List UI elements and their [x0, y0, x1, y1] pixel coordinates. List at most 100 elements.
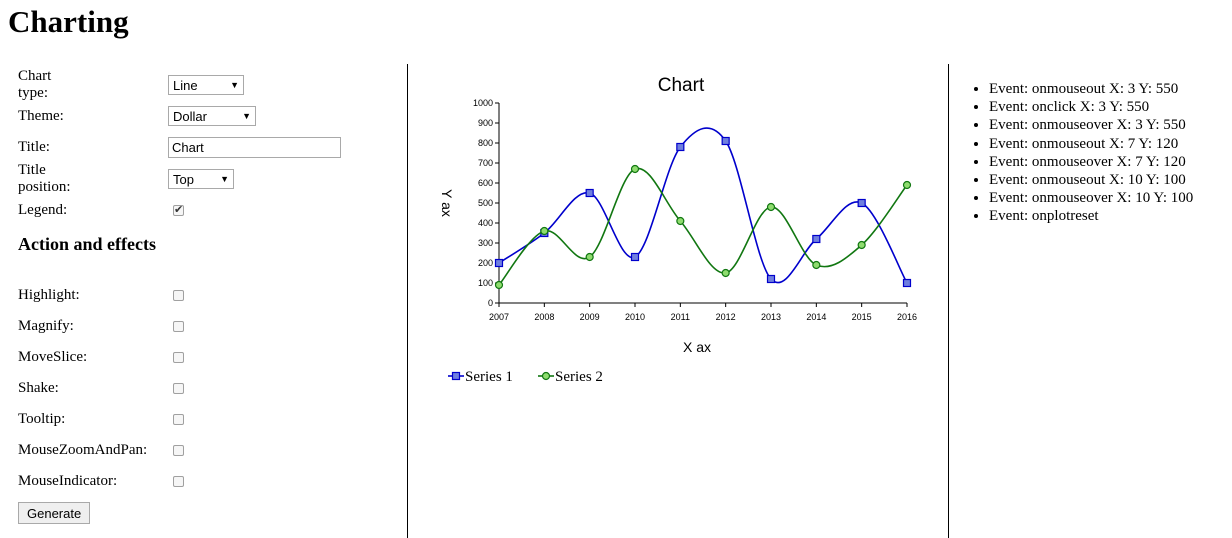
data-point — [812, 260, 821, 270]
action-row: Tooltip: — [18, 408, 184, 430]
page-title: Charting — [8, 4, 129, 39]
event-item: Event: onclick X: 3 Y: 550 — [989, 98, 1193, 116]
action-checkbox[interactable] — [173, 289, 184, 301]
action-row: MoveSlice: — [18, 346, 184, 368]
legend-label: Series 2 — [555, 369, 603, 385]
x-tick-label: 2012 — [716, 312, 736, 322]
action-label: Tooltip: — [18, 410, 66, 427]
action-checkbox[interactable] — [173, 382, 184, 394]
event-item: Event: onplotreset — [989, 207, 1193, 225]
chart-type-select[interactable]: Line ▼ — [168, 75, 244, 95]
title-position-label: Title position: — [18, 162, 71, 195]
y-tick-label: 600 — [478, 178, 493, 188]
legend-row: Legend: — [18, 199, 184, 221]
data-point — [585, 252, 594, 262]
data-point — [630, 164, 640, 174]
chart-type-value: Line — [173, 77, 198, 93]
data-point — [676, 216, 685, 226]
generate-button[interactable]: Generate — [18, 502, 91, 524]
y-tick-label: 900 — [478, 118, 493, 128]
chevron-down-icon: ▼ — [230, 80, 239, 90]
chart-type-label: Chart type: — [18, 68, 52, 101]
data-point — [902, 180, 912, 190]
x-tick-label: 2008 — [534, 312, 554, 322]
action-label: Highlight: — [18, 286, 80, 303]
x-axis-label: X ax — [683, 339, 711, 355]
divider-left — [407, 64, 408, 538]
action-row: Shake: — [18, 377, 184, 399]
x-tick-label: 2014 — [806, 312, 826, 322]
data-point — [902, 278, 912, 288]
theme-label: Theme: — [18, 107, 64, 124]
legend-label: Series 1 — [465, 369, 513, 385]
data-point — [857, 240, 866, 250]
series-line — [498, 167, 908, 286]
action-checkbox[interactable] — [173, 413, 184, 425]
x-tick-label: 2015 — [852, 312, 872, 322]
y-tick-label: 300 — [478, 238, 493, 248]
data-point — [766, 274, 776, 284]
divider-right — [948, 64, 949, 538]
line-chart[interactable]: Chart 0 100 200 300 400 500 600 700 800 900 1000 200… — [410, 66, 940, 396]
data-point — [494, 280, 504, 290]
data-point — [676, 142, 685, 152]
event-item: Event: onmouseover X: 10 Y: 100 — [989, 189, 1193, 207]
legend-checkbox[interactable] — [173, 203, 184, 216]
y-tick-label: 700 — [478, 158, 493, 168]
event-item: Event: onmouseover X: 7 Y: 120 — [989, 153, 1193, 171]
data-point — [585, 188, 594, 198]
chart-title: Chart — [658, 75, 705, 96]
x-tick-label: 2011 — [671, 312, 690, 322]
data-point — [857, 198, 866, 208]
action-label: MouseIndicator: — [18, 472, 118, 489]
action-label: MouseZoomAndPan: — [18, 441, 148, 458]
theme-select[interactable]: Dollar ▼ — [168, 106, 256, 126]
title-position-select[interactable]: Top ▼ — [168, 169, 234, 189]
data-point — [721, 136, 730, 146]
actions-heading: Action and effects — [18, 234, 156, 254]
y-tick-label: 1000 — [473, 98, 493, 108]
action-row: MouseIndicator: — [18, 470, 184, 492]
action-row: Magnify: — [18, 315, 184, 337]
action-label: Magnify: — [18, 317, 74, 334]
title-label: Title: — [18, 138, 50, 155]
data-point — [812, 234, 821, 244]
action-checkbox[interactable] — [173, 475, 184, 487]
event-item: Event: onmouseover X: 3 Y: 550 — [989, 116, 1193, 134]
y-tick-label: 400 — [478, 218, 493, 228]
legend-marker — [451, 371, 461, 381]
y-tick-label: 100 — [478, 278, 493, 288]
x-tick-label: 2010 — [625, 312, 645, 322]
action-row: Highlight: — [18, 284, 184, 306]
action-row: MouseZoomAndPan: — [18, 439, 184, 461]
y-tick-label: 500 — [478, 198, 493, 208]
data-point — [630, 252, 640, 262]
data-point — [540, 226, 549, 236]
y-tick-label: 0 — [488, 298, 493, 308]
y-tick-label: 200 — [478, 258, 493, 268]
action-checkbox[interactable] — [173, 444, 184, 456]
data-point — [721, 268, 730, 278]
event-item: Event: onmouseout X: 7 Y: 120 — [989, 135, 1193, 153]
title-position-value: Top — [173, 171, 194, 187]
data-point — [766, 202, 776, 212]
legend-label: Legend: — [18, 201, 68, 218]
action-checkbox[interactable] — [173, 351, 184, 363]
event-item: Event: onmouseout X: 3 Y: 550 — [989, 80, 1193, 98]
x-tick-label: 2007 — [489, 312, 509, 322]
x-tick-label: 2009 — [580, 312, 600, 322]
theme-value: Dollar — [173, 108, 207, 124]
event-log: Event: onmouseout X: 3 Y: 550Event: oncl… — [970, 80, 1193, 226]
chevron-down-icon: ▼ — [242, 111, 251, 121]
legend-marker — [541, 371, 551, 381]
event-item: Event: onmouseout X: 10 Y: 100 — [989, 171, 1193, 189]
series-line — [498, 127, 908, 284]
data-point — [494, 258, 504, 268]
y-tick-label: 800 — [478, 138, 493, 148]
y-axis-label: Y ax — [439, 189, 455, 217]
x-tick-label: 2013 — [761, 312, 781, 322]
chevron-down-icon: ▼ — [220, 174, 229, 184]
title-input[interactable]: Chart — [168, 136, 341, 158]
action-label: Shake: — [18, 379, 59, 396]
action-checkbox[interactable] — [173, 320, 184, 332]
